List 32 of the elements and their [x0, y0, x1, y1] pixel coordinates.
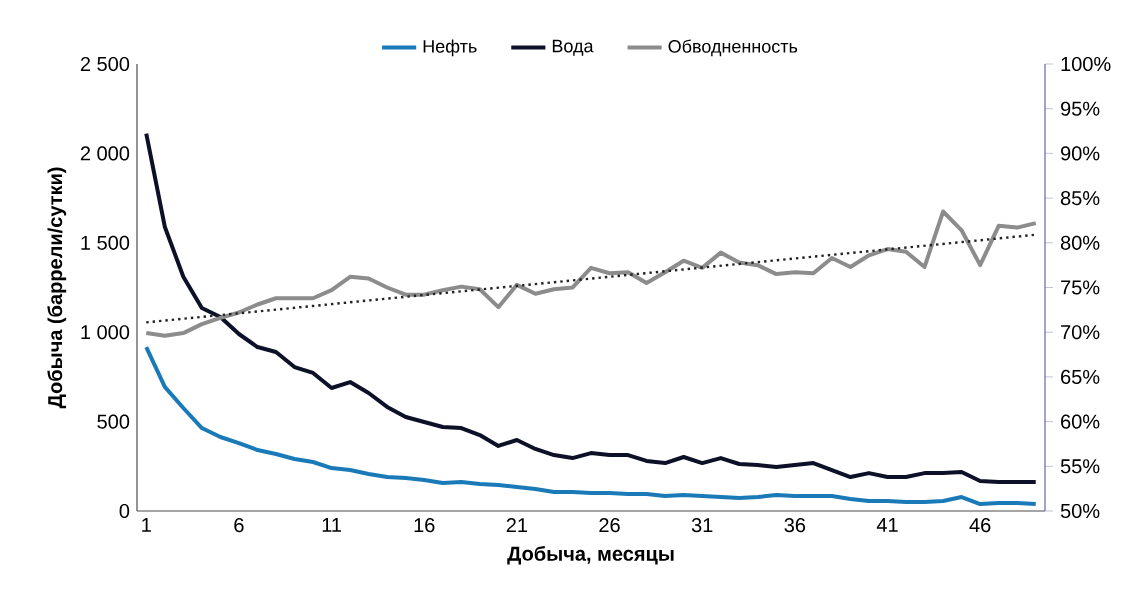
y-axis-title: Добыча (баррели/сутки): [47, 167, 67, 409]
legend-label: Нефть: [423, 39, 477, 57]
y-tick-label: 1 000: [81, 325, 130, 340]
x-tick-label: 36: [784, 518, 806, 533]
y2-tick-label: 60%: [1061, 414, 1100, 429]
y-tick-label: 1 500: [81, 235, 130, 250]
y-tick-label: 2 000: [80, 146, 130, 161]
y2-tick-label: 55%: [1060, 459, 1100, 474]
y2-tick-label: 50%: [1060, 503, 1100, 519]
legend-label: Вода: [552, 39, 594, 56]
x-tick-label: 21: [506, 518, 528, 533]
y2-tick-label: 65%: [1061, 369, 1100, 384]
y2-tick-label: 75%: [1061, 280, 1100, 295]
x-tick-label: 11: [322, 518, 341, 532]
x-tick-label: 41: [876, 518, 898, 532]
x-tick-label: 31: [691, 518, 713, 533]
x-tick-label: 26: [599, 518, 620, 533]
x-tick-label: 6: [234, 518, 244, 533]
x-axis-title: Добыча, месяцы: [507, 545, 674, 565]
y2-tick-label: 90%: [1061, 146, 1100, 161]
y-tick-label: 2 500: [80, 56, 130, 72]
x-tick-label: 1: [142, 518, 151, 532]
y2-tick-label: 70%: [1061, 325, 1100, 340]
y2-tick-label: 100%: [1061, 56, 1111, 72]
y2-tick-label: 95%: [1061, 101, 1100, 116]
x-tick-label: 46: [969, 518, 991, 533]
y2-tick-label: 85%: [1060, 191, 1100, 206]
y-tick-label: 0: [119, 503, 130, 519]
y-tick-label: 500: [97, 414, 130, 429]
y2-tick-label: 80%: [1060, 235, 1100, 250]
legend-label: Обводненность: [668, 39, 798, 57]
x-tick-label: 16: [414, 518, 435, 533]
